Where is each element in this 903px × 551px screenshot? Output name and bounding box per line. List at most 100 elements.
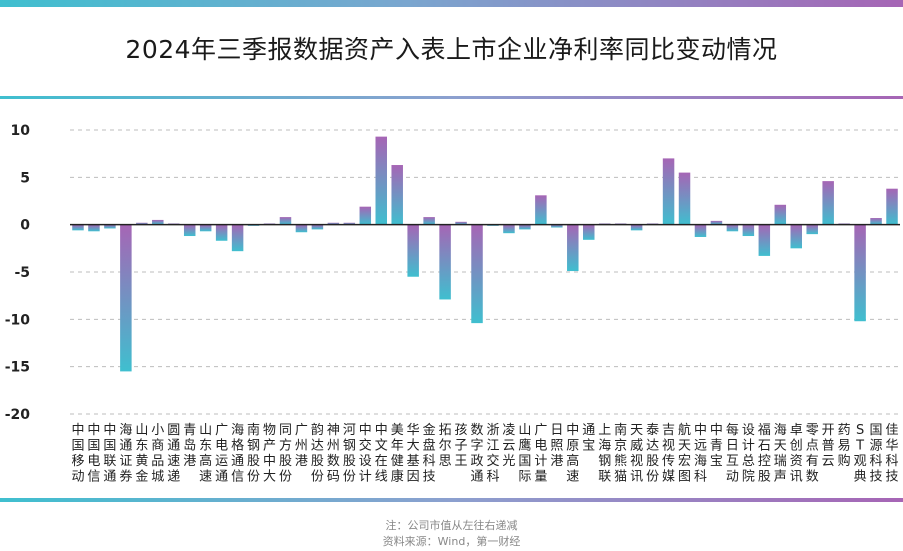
bar <box>678 172 691 225</box>
bar <box>439 224 451 300</box>
category-label: 天威视讯 <box>630 423 643 485</box>
bar <box>295 224 308 233</box>
category-label: 零点有数 <box>806 423 819 485</box>
category-label: 通宝 <box>582 423 595 454</box>
category-label: 海天瑞声 <box>774 423 787 485</box>
category-label: 南钢股份 <box>247 422 260 485</box>
category-label: 上海钢联 <box>598 423 611 485</box>
bar <box>375 136 387 225</box>
bar <box>503 224 515 234</box>
category-label: 浙江交科 <box>486 423 499 485</box>
category-label: 山鹰国际 <box>518 423 531 485</box>
category-label: 泰达股份 <box>646 423 659 485</box>
bars <box>72 136 898 372</box>
axes: 10 5 0 -5 -10 -15 -20 <box>5 123 900 423</box>
y-tick-label: -15 <box>5 360 30 376</box>
bar <box>567 224 579 272</box>
y-tick-label: -5 <box>14 265 30 281</box>
category-label: 南京熊猫 <box>614 422 627 485</box>
category-label: 中原高速 <box>566 423 579 485</box>
category-label: 华大基因 <box>407 423 420 485</box>
bar <box>359 206 372 225</box>
bar <box>870 218 882 225</box>
bar <box>535 195 547 225</box>
category-label: 中交设计 <box>359 423 372 485</box>
category-label: 福石控股 <box>758 423 771 485</box>
title-divider <box>0 96 903 99</box>
category-label: 广电运通 <box>215 423 228 485</box>
category-label: 小商品城 <box>151 423 164 485</box>
y-tick-label: -20 <box>5 407 31 423</box>
category-label: 吉视传媒 <box>662 423 675 485</box>
bar <box>199 224 212 232</box>
bar <box>279 217 292 225</box>
category-label: 药易购 <box>838 423 851 469</box>
category-label: 中国联通 <box>103 423 116 485</box>
bar <box>694 224 707 237</box>
bar <box>630 224 643 231</box>
chart-title: 2024年三季报数据资产入表上市企业净利率同比变动情况 <box>125 35 778 64</box>
category-label: 物产中大 <box>263 423 276 485</box>
footer-divider <box>0 498 903 502</box>
bar <box>423 217 435 225</box>
category-label: 广电计量 <box>534 423 547 485</box>
bar <box>742 224 755 237</box>
category-label: 同方股份 <box>279 423 292 485</box>
category-label: 山东高速 <box>199 423 212 485</box>
bar <box>407 224 419 277</box>
category-label: 卓创资讯 <box>790 423 803 485</box>
category-label: 拓尔思 <box>439 423 452 469</box>
category-label: 中国电信 <box>87 423 100 485</box>
category-label: 凌云光 <box>502 423 515 469</box>
category-label: 开普云 <box>822 423 835 469</box>
bar <box>790 224 802 249</box>
category-label: 佳华科技 <box>886 423 899 485</box>
category-label: 中远海科 <box>694 423 707 485</box>
bar <box>774 204 787 225</box>
category-label: 美年健康 <box>391 423 404 485</box>
y-tick-label: 5 <box>20 170 30 186</box>
bar <box>136 222 148 225</box>
bar <box>471 224 483 324</box>
bar <box>327 222 340 225</box>
bar <box>886 188 898 225</box>
bar <box>854 224 866 322</box>
market-cap-note: 注：公司市值从左往右递减 <box>385 519 518 532</box>
category-label: 神州数码 <box>327 423 340 485</box>
bar <box>183 224 196 237</box>
bar <box>551 224 563 228</box>
category-labels: 中国移动中国电信中国联通海通证券山东黄金小商品城圆通速递青岛港山东高速广电运通海… <box>71 422 898 485</box>
bar <box>455 221 467 225</box>
category-label: 海格通信 <box>231 423 244 485</box>
category-label: 设计总院 <box>742 423 755 485</box>
category-label: 日照港 <box>550 423 563 469</box>
bar <box>758 224 771 256</box>
category-label: 圆通速递 <box>167 423 180 485</box>
category-label: 航天宏图 <box>678 422 691 485</box>
category-label: 金盘科技 <box>423 422 436 485</box>
bar <box>822 181 834 225</box>
y-tick-label: -10 <box>5 312 31 328</box>
y-tick-label: 10 <box>11 123 31 139</box>
source-note: 资料来源：Wind，第一财经 <box>382 535 521 548</box>
category-label: 中青宝 <box>710 423 723 469</box>
category-label: 中国移动 <box>71 423 84 485</box>
category-label: 每日互动 <box>726 422 739 485</box>
bar <box>72 224 84 231</box>
bar <box>88 224 100 232</box>
category-label: 青岛港 <box>183 423 196 469</box>
bar <box>311 224 324 230</box>
category-label: 国源科技 <box>870 423 883 485</box>
top-accent-bar <box>0 0 903 7</box>
category-label: 韵达股份 <box>311 423 324 485</box>
bar <box>583 224 595 240</box>
bar <box>726 224 739 232</box>
bar <box>343 222 356 225</box>
grid-lines <box>70 129 900 415</box>
category-label: S T 观典 <box>854 423 867 485</box>
bar <box>806 224 818 235</box>
bar <box>519 224 531 230</box>
category-label: 山东黄金 <box>135 423 148 485</box>
bar <box>120 224 132 372</box>
